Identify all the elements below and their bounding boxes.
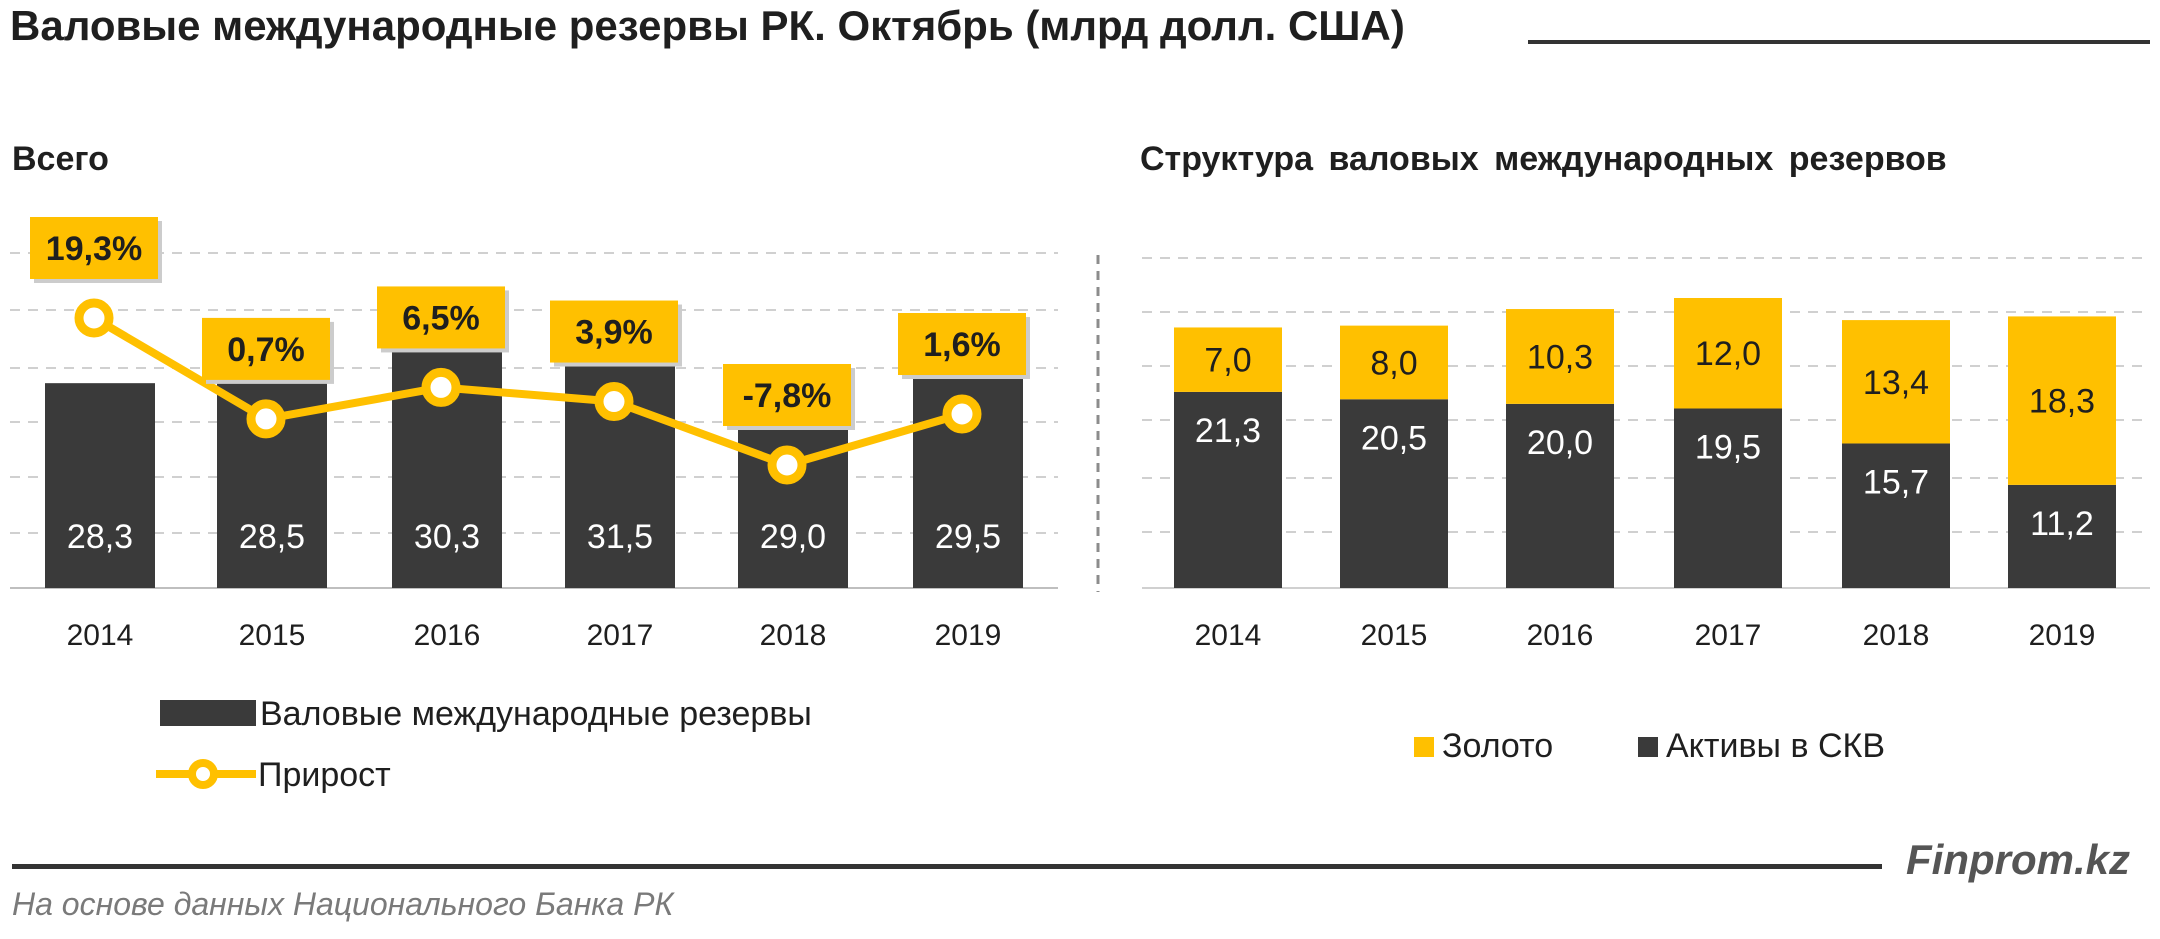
bar-label-fx-assets-2018: 15,7 [1863, 463, 1929, 501]
page-title: Валовые международные резервы РК. Октябр… [10, 2, 1405, 49]
bar-fx-assets-2015 [1340, 399, 1448, 588]
growth-label-2016: 6,5% [402, 299, 480, 337]
growth-callout-2019 [898, 313, 1026, 376]
bar-reserves-2014 [45, 383, 155, 588]
left-legend: Валовые международные резервы Прирост [156, 695, 812, 794]
x-tick-left-2019: 2019 [935, 619, 1002, 652]
bar-label-gold-2014: 7,0 [1204, 342, 1251, 380]
bar-label-fx-assets-2017: 19,5 [1695, 428, 1761, 466]
growth-label-2017: 3,9% [575, 314, 653, 352]
legend-label-reserves: Валовые международные резервы [260, 695, 812, 733]
bar-gold-2018 [1842, 320, 1950, 444]
bar-label-reserves-2014: 28,3 [67, 518, 133, 556]
x-tick-right-2017: 2017 [1695, 619, 1762, 652]
bar-fx-assets-2017 [1674, 408, 1782, 588]
title-rule [1528, 40, 2150, 44]
brand-logo-text: Finprom.kz [1906, 836, 2131, 883]
left-bar-labels: 28,3 28,5 30,3 31,5 29,0 29,5 [67, 518, 1001, 556]
legend-swatch-fx-assets [1638, 737, 1658, 757]
legend-swatch-bar [160, 700, 256, 726]
right-bars: 21,3 7,0 20,5 8,0 20,0 10,3 19,5 12,0 15,7 13,4 11… [1174, 298, 2116, 588]
bar-gold-2019 [2008, 316, 2116, 485]
x-tick-left-2014: 2014 [67, 619, 134, 652]
right-legend: Золото Активы в СКВ [1414, 727, 1885, 765]
bar-label-reserves-2019: 29,5 [935, 518, 1001, 556]
right-grid [1142, 257, 2150, 589]
bar-fx-assets-2014 [1174, 391, 1282, 588]
growth-label-2018: -7,8% [743, 377, 832, 415]
x-tick-left-2015: 2015 [239, 619, 306, 652]
growth-label-2015: 0,7% [227, 331, 305, 369]
growth-callout-2015 [202, 317, 330, 380]
bar-gold-2015 [1340, 325, 1448, 400]
x-tick-right-2014: 2014 [1195, 619, 1262, 652]
growth-callout-2018 [723, 364, 851, 426]
bar-gold-2016 [1506, 309, 1614, 404]
left-chart-title: Всего [12, 140, 109, 178]
x-tick-right-2018: 2018 [1863, 619, 1930, 652]
bar-fx-assets-2019 [2008, 484, 2116, 588]
legend-label-growth: Прирост [258, 756, 391, 794]
growth-point-2017 [594, 382, 634, 422]
bar-label-gold-2017: 12,0 [1695, 335, 1761, 373]
footer-rule [12, 864, 1882, 869]
left-grid [10, 252, 1058, 589]
bar-label-fx-assets-2014: 21,3 [1195, 412, 1261, 450]
bar-label-gold-2016: 10,3 [1527, 338, 1593, 376]
bar-label-reserves-2016: 30,3 [414, 518, 480, 556]
bar-gold-2014 [1174, 327, 1282, 392]
x-tick-right-2015: 2015 [1361, 619, 1428, 652]
growth-label-2014: 19,3% [46, 230, 142, 268]
growth-point-2019 [942, 394, 982, 434]
growth-point-2016 [421, 367, 461, 407]
bar-reserves-2019 [913, 353, 1023, 588]
x-tick-left-2016: 2016 [414, 619, 481, 652]
bar-fx-assets-2016 [1506, 403, 1614, 588]
left-growth-line [74, 298, 982, 485]
legend-swatch-gold [1414, 737, 1434, 757]
x-tick-left-2017: 2017 [587, 619, 654, 652]
bar-label-fx-assets-2016: 20,0 [1527, 424, 1593, 462]
source-note: На основе данных Национального Банка РК [12, 886, 674, 922]
growth-callout-2017 [550, 300, 678, 363]
bar-gold-2017 [1674, 298, 1782, 409]
legend-marker [188, 759, 218, 789]
bar-label-fx-assets-2019: 11,2 [2030, 505, 2094, 543]
x-tick-right-2016: 2016 [1527, 619, 1594, 652]
growth-point-2014 [74, 298, 114, 338]
left-bars [45, 304, 1023, 588]
growth-point-2015 [246, 399, 286, 439]
right-chart-title: Структура валовых международных резервов [1140, 140, 1947, 178]
growth-label-2019: 1,6% [923, 326, 1001, 364]
legend-label-fx-assets: Активы в СКВ [1666, 727, 1885, 765]
bar-fx-assets-2018 [1842, 443, 1950, 588]
bar-label-reserves-2018: 29,0 [760, 518, 826, 556]
left-x-axis-ticks: 2014 2015 2016 2017 2018 2019 [67, 619, 1002, 652]
bar-label-fx-assets-2015: 20,5 [1361, 419, 1427, 457]
right-x-axis-ticks: 2014 2015 2016 2017 2018 2019 [1195, 619, 2096, 652]
growth-point-2018 [767, 445, 807, 485]
bar-label-reserves-2015: 28,5 [239, 518, 305, 556]
growth-callout-2014 [30, 217, 158, 279]
legend-label-gold: Золото [1442, 727, 1553, 765]
bar-label-gold-2018: 13,4 [1863, 364, 1929, 402]
bar-label-reserves-2017: 31,5 [587, 518, 653, 556]
growth-line [91, 314, 964, 469]
bar-label-gold-2015: 8,0 [1370, 344, 1417, 382]
x-tick-right-2019: 2019 [2029, 619, 2096, 652]
bar-label-gold-2019: 18,3 [2029, 383, 2095, 421]
growth-callout-2016 [377, 286, 505, 349]
left-growth-callouts: 19,3% 0,7% 6,5% 3,9% -7,8% 1,6% [30, 217, 1030, 430]
x-tick-left-2018: 2018 [760, 619, 827, 652]
